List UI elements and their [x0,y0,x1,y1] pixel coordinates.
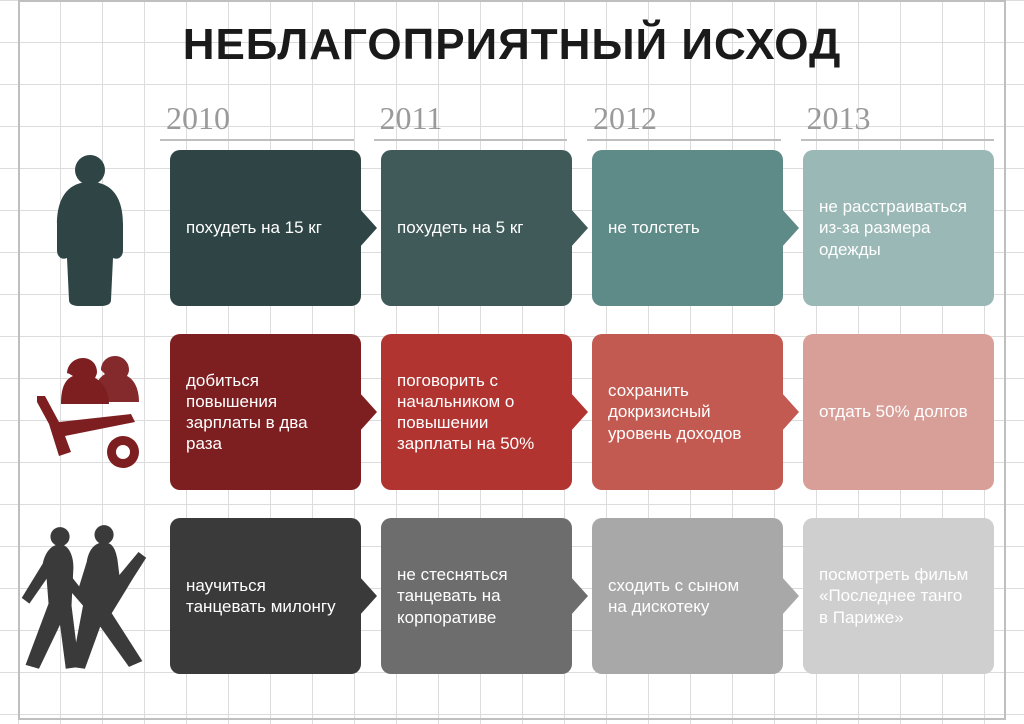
cell: научиться танцевать милонгу [170,518,361,674]
cell-text: поговорить с начальником о повышении зар… [397,370,548,455]
cell-text: не стесняться танцевать на корпоративе [397,564,548,628]
cell: добиться повышения зарплаты в два раза [170,334,361,490]
rows-container: похудеть на 15 кг похудеть на 5 кг не то… [30,150,994,674]
chevron-right-icon [781,576,799,616]
page-title: НЕБЛАГОПРИЯТНЫЙ ИСХОД [0,20,1024,70]
cell: сохранить докризисный уровень доходов [592,334,783,490]
year-label: 2013 [801,100,995,141]
cell-text: похудеть на 5 кг [397,217,523,238]
chevron-right-icon [570,576,588,616]
cell: поговорить с начальником о повышении зар… [381,334,572,490]
chevron-right-icon [781,208,799,248]
cell-text: посмотреть фильм «Последнее танго в Пари… [819,564,970,628]
person-silhouette-icon [35,150,145,306]
year-label: 2012 [587,100,781,141]
year-header-row: 2010 2011 2012 2013 [160,100,994,141]
cell: не расстраиваться из-за размера одежды [803,150,994,306]
row-dance: научиться танцевать милонгу не стеснятьс… [30,518,994,674]
dancers-icon [30,518,150,674]
wheelbarrow-icon [30,334,150,490]
cell-text: отдать 50% долгов [819,401,968,422]
row-money: добиться повышения зарплаты в два раза п… [30,334,994,490]
chevron-right-icon [359,208,377,248]
cell: похудеть на 15 кг [170,150,361,306]
row-weight: похудеть на 15 кг похудеть на 5 кг не то… [30,150,994,306]
cell-text: похудеть на 15 кг [186,217,322,238]
cell-text: не расстраиваться из-за размера одежды [819,196,970,260]
year-label: 2011 [374,100,568,141]
cell: похудеть на 5 кг [381,150,572,306]
chevron-right-icon [570,208,588,248]
chevron-right-icon [359,576,377,616]
chevron-right-icon [570,392,588,432]
chevron-right-icon [781,392,799,432]
cell-text: не толстеть [608,217,700,238]
cell: не толстеть [592,150,783,306]
cell: посмотреть фильм «Последнее танго в Пари… [803,518,994,674]
person-icon [30,150,150,306]
cell: сходить с сыном на дискотеку [592,518,783,674]
cell: не стесняться танцевать на корпоративе [381,518,572,674]
wheelbarrow-money-icon [31,352,149,472]
cell-text: сходить с сыном на дискотеку [608,575,759,618]
chevron-right-icon [359,392,377,432]
cell-text: добиться повышения зарплаты в два раза [186,370,337,455]
cell-text: научиться танцевать милонгу [186,575,337,618]
cell: отдать 50% долгов [803,334,994,490]
cell-text: сохранить докризисный уровень доходов [608,380,759,444]
dancing-couple-icon [16,518,150,674]
year-label: 2010 [160,100,354,141]
